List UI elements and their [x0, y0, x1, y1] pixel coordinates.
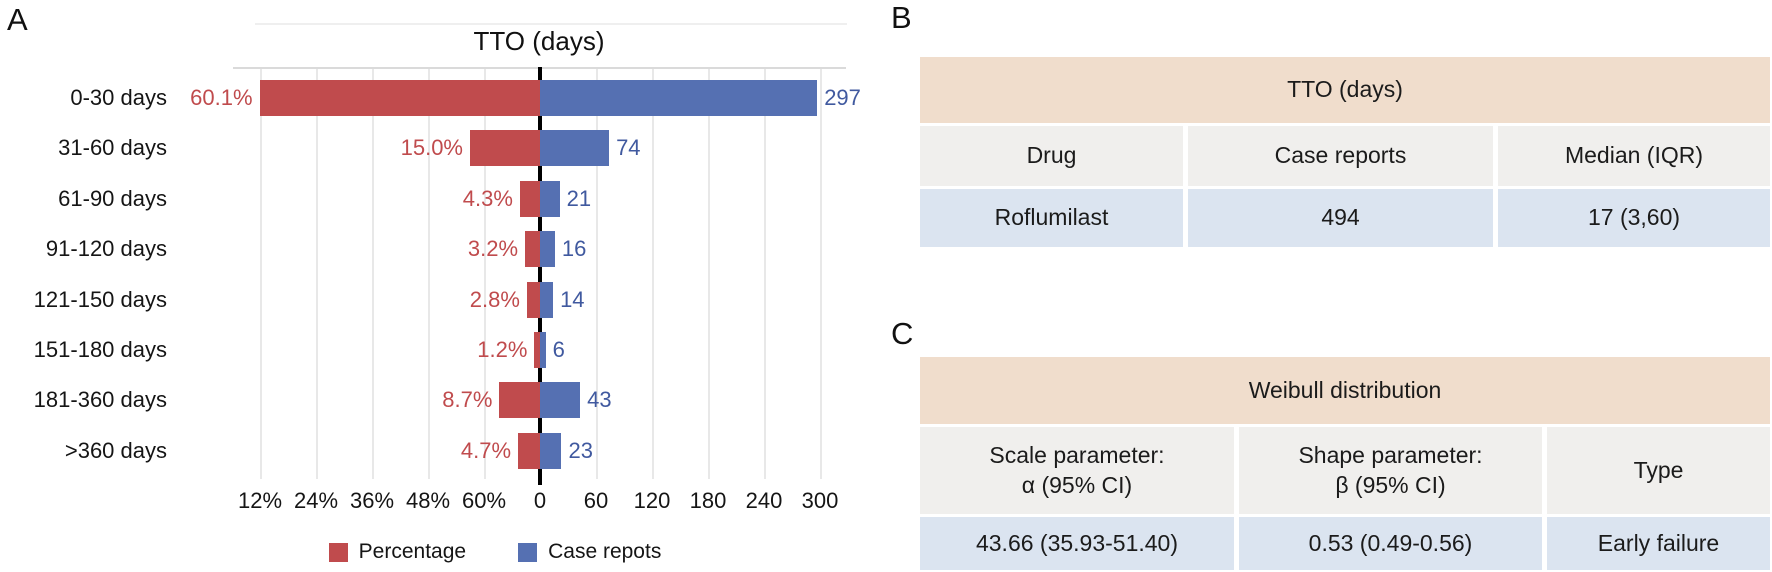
table-tto-cell-case-reports: 494	[1188, 189, 1493, 247]
axis-tick-label: 120	[633, 488, 671, 513]
axis-tick-label: 36%	[349, 488, 395, 513]
category-label: 121-150 days	[33, 286, 167, 312]
table-weibull-col-shape: Shape parameter: β (95% CI)	[1239, 427, 1542, 514]
bar-percentage	[519, 180, 540, 217]
percentage-value-label: 60.1%	[190, 85, 253, 110]
case-reports-value-label: 23	[568, 437, 593, 463]
legend-item-percentage: Percentage	[328, 540, 467, 564]
gridline	[764, 69, 766, 479]
bar-percentage	[259, 80, 540, 116]
panel-b-label: B	[891, 0, 912, 35]
bar-case-reports	[540, 332, 546, 368]
percentage-value-label: 1.2%	[477, 337, 528, 362]
case-reports-value-label: 16	[561, 236, 587, 262]
table-tto-col-case-reports: Case reports	[1188, 126, 1493, 186]
legend-item-case-reports: Case repots	[518, 540, 661, 564]
scale-parameter-line1: Scale parameter:	[989, 442, 1165, 469]
category-label: 151-180 days	[33, 337, 167, 362]
table-tto: TTO (days) Drug Case reports Median (IQR…	[920, 57, 1770, 247]
percentage-value-label: 4.3%	[462, 185, 513, 211]
category-label: 181-360 days	[33, 387, 167, 413]
table-weibull-col-type: Type	[1547, 427, 1770, 514]
axis-tick-label: 24%	[293, 488, 339, 513]
gridline	[372, 69, 374, 479]
bar-case-reports	[540, 180, 560, 217]
table-weibull: Weibull distribution Scale parameter: α …	[920, 357, 1770, 570]
bar-case-reports	[540, 130, 610, 167]
axis-tick-label: 180	[689, 488, 727, 513]
table-weibull-title: Weibull distribution	[920, 357, 1770, 424]
gridline	[820, 69, 822, 479]
shape-parameter-line1: Shape parameter:	[1298, 442, 1483, 469]
gridline	[652, 69, 654, 479]
table-tto-title: TTO (days)	[920, 57, 1770, 123]
case-reports-value-label: 297	[824, 85, 861, 110]
category-label: 0-30 days	[70, 85, 167, 110]
percentage-value-label: 3.2%	[467, 236, 519, 262]
case-reports-value-label: 21	[566, 185, 592, 211]
percentage-value-label: 4.7%	[460, 437, 512, 463]
chart-plot: 60% 60 48% 120 36% 180 24% 240 12% 300 0 0-30 days 6…	[34, 67, 861, 513]
bar-case-reports	[540, 281, 554, 318]
gridline	[484, 69, 486, 479]
bar-case-reports	[540, 80, 818, 116]
chart-frame-line	[255, 23, 847, 25]
category-label: 31-60 days	[58, 135, 167, 161]
percentage-value-label: 15.0%	[400, 135, 463, 161]
case-reports-value-label: 43	[587, 387, 612, 413]
bar-case-reports	[540, 231, 555, 268]
table-weibull-col-scale: Scale parameter: α (95% CI)	[920, 427, 1234, 514]
bar-percentage	[470, 130, 540, 167]
table-tto-col-median: Median (IQR)	[1498, 126, 1770, 186]
table-tto-cell-median: 17 (3,60)	[1498, 189, 1770, 247]
axis-tick-label: 240	[745, 488, 783, 513]
case-reports-value-label: 14	[560, 286, 585, 312]
legend-label-percentage: Percentage	[358, 540, 467, 563]
category-label: 61-90 days	[58, 185, 167, 211]
axis-tick-label: 300	[801, 488, 839, 513]
percentage-value-label: 2.8%	[469, 286, 520, 312]
table-weibull-cell-type: Early failure	[1547, 517, 1770, 570]
bar-percentage	[525, 231, 540, 268]
axis-tick-label: 60%	[461, 488, 507, 513]
table-tto-col-drug: Drug	[920, 126, 1183, 186]
gridline	[428, 69, 430, 479]
panel-a-label: A	[7, 2, 28, 37]
axis-tick-label: 48%	[405, 488, 451, 513]
percentage-value-label: 8.7%	[442, 387, 493, 413]
bar-case-reports	[540, 432, 562, 469]
scale-parameter-line2: α (95% CI)	[1021, 471, 1133, 498]
legend-label-case-reports: Case repots	[548, 540, 662, 563]
shape-parameter-line2: β (95% CI)	[1335, 471, 1446, 498]
bar-percentage	[499, 382, 540, 419]
axis-tick-label: 60	[583, 488, 609, 513]
type-header: Type	[1633, 456, 1684, 483]
gridline	[596, 69, 598, 479]
case-reports-value-label: 74	[616, 135, 641, 161]
axis-zero-tick-label: 0	[533, 488, 547, 513]
bar-percentage	[534, 332, 540, 368]
bar-percentage	[526, 281, 540, 318]
chart-legend: Percentage Case repots	[155, 540, 835, 564]
table-weibull-cell-scale: 43.66 (35.93-51.40)	[920, 517, 1234, 570]
panel-c-label: C	[891, 316, 914, 351]
zero-axis-line	[538, 67, 542, 485]
case-reports-value-label: 6	[552, 337, 565, 362]
bar-percentage	[518, 432, 540, 469]
gridline	[260, 69, 262, 479]
axis-tick-label: 12%	[237, 488, 283, 513]
table-tto-cell-drug: Roflumilast	[920, 189, 1183, 247]
gridline	[708, 69, 710, 479]
bar-case-reports	[540, 382, 581, 419]
table-weibull-cell-shape: 0.53 (0.49-0.56)	[1239, 517, 1542, 570]
legend-swatch-case-reports	[518, 542, 538, 562]
chart-title: TTO (days)	[473, 26, 605, 56]
category-label: >360 days	[64, 437, 167, 463]
gridline	[316, 69, 318, 479]
legend-swatch-percentage	[328, 542, 348, 562]
category-label: 91-120 days	[45, 236, 167, 262]
